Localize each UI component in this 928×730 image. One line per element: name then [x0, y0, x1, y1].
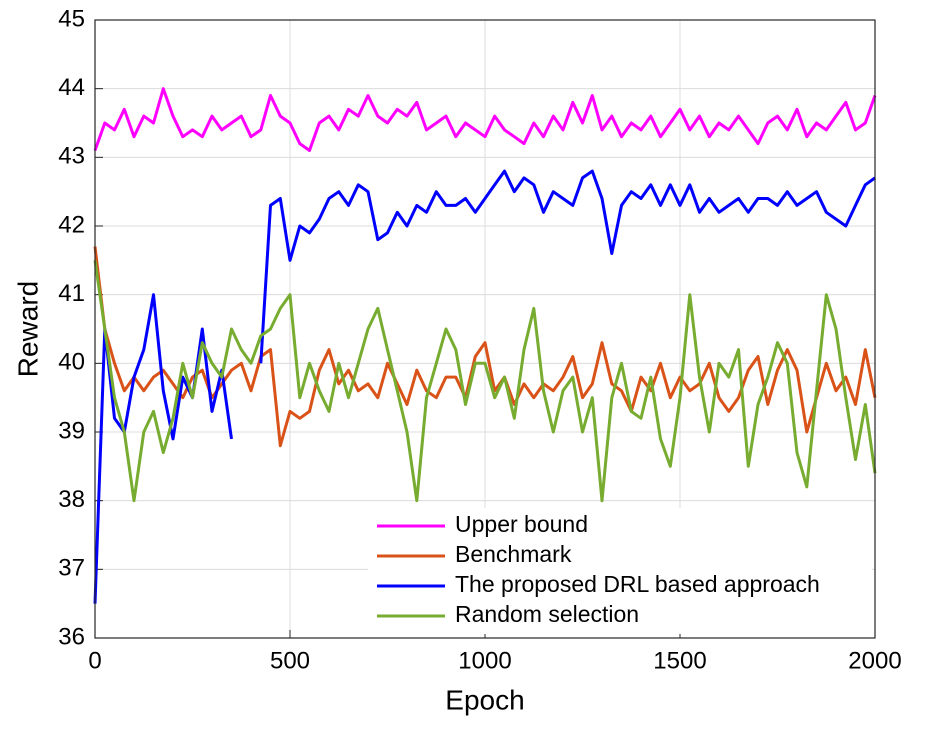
- x-axis-title: Epoch: [445, 684, 524, 715]
- y-tick-label: 39: [58, 417, 85, 444]
- legend-label: Upper bound: [455, 511, 588, 537]
- y-tick-label: 36: [58, 623, 85, 650]
- y-tick-label: 38: [58, 486, 85, 513]
- legend-box: [368, 508, 872, 634]
- series-line: [93, 246, 877, 448]
- y-tick-label: 40: [58, 349, 85, 376]
- x-tick-label: 1000: [458, 647, 511, 674]
- y-tick-label: 43: [58, 143, 85, 170]
- x-tick-label: 0: [88, 647, 101, 674]
- y-tick-label: 42: [58, 211, 85, 238]
- series-line: [93, 87, 877, 152]
- x-tick-label: 2000: [848, 647, 901, 674]
- y-tick-label: 45: [58, 5, 85, 32]
- y-tick-label: 41: [58, 280, 85, 307]
- x-tick-label: 1500: [653, 647, 706, 674]
- legend-label: Random selection: [455, 601, 639, 627]
- y-tick-label: 44: [58, 74, 85, 101]
- axes-box: [94, 19, 876, 639]
- legend-label: Benchmark: [455, 541, 572, 567]
- x-tick-label: 500: [270, 647, 310, 674]
- series-line: [93, 169, 876, 604]
- legend-label: The proposed DRL based approach: [455, 571, 820, 597]
- y-tick-label: 37: [58, 555, 85, 582]
- series-line: [93, 260, 877, 503]
- y-axis-title: Reward: [12, 281, 43, 377]
